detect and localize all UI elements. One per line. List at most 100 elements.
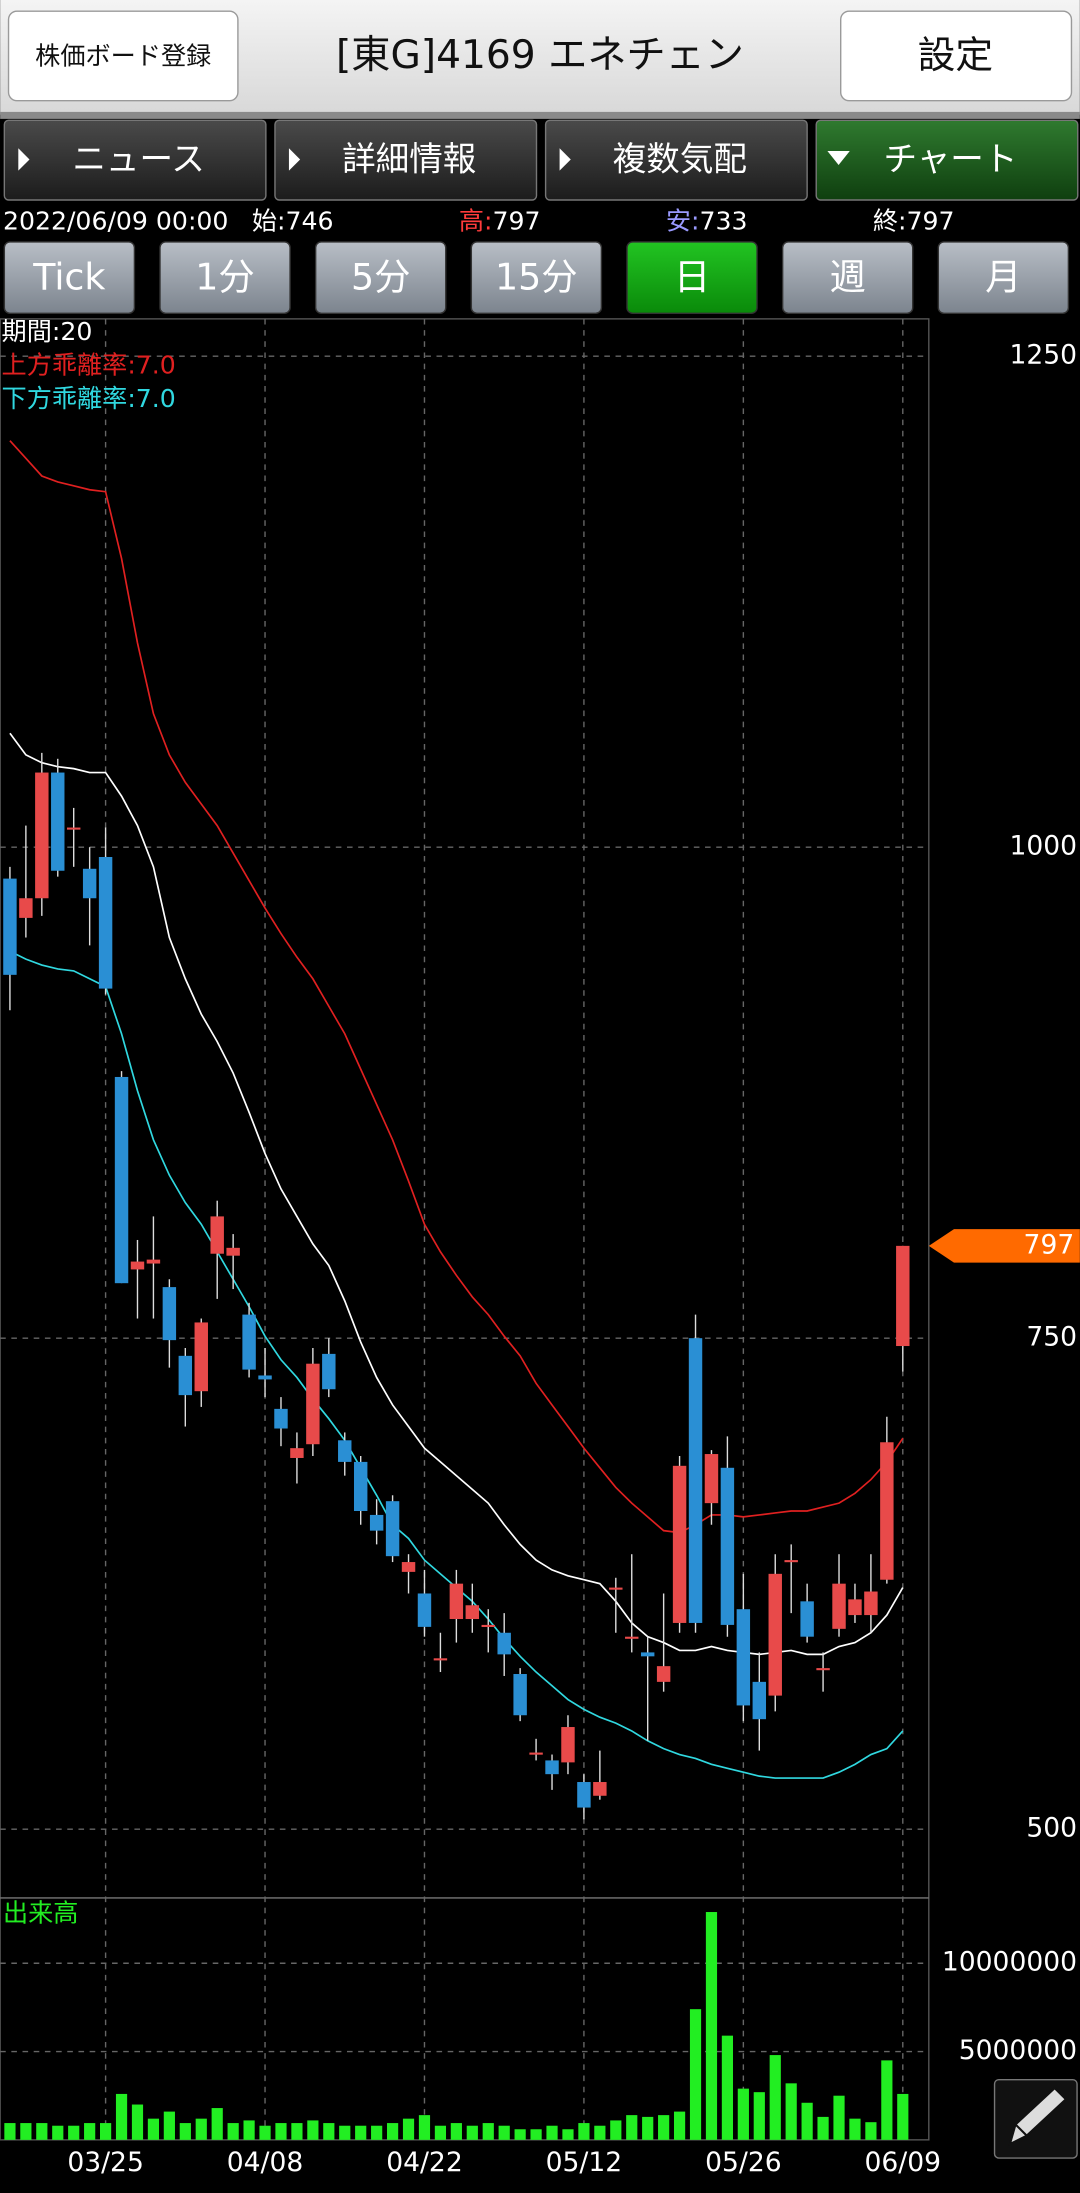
volume-bar	[658, 2115, 670, 2140]
candle-body	[497, 1632, 511, 1655]
period-button[interactable]	[3, 241, 136, 314]
quote-high-label: 高:	[459, 206, 493, 235]
volume-bar	[673, 2111, 686, 2140]
candle-body	[800, 1601, 814, 1637]
y-tick-label: 5000000	[959, 2035, 1077, 2066]
volume-bar	[642, 2116, 654, 2140]
volume-bar	[323, 2123, 335, 2140]
volume-bar	[578, 2123, 590, 2140]
tab[interactable]	[815, 119, 1079, 201]
x-tick-label: 04/08	[227, 2147, 304, 2178]
volume-bar	[610, 2120, 622, 2140]
candle-body	[242, 1314, 256, 1370]
period-label[interactable]: 日	[674, 256, 710, 299]
period-label[interactable]: Tick	[32, 256, 105, 299]
tab-label[interactable]: ニュース	[72, 139, 205, 178]
volume-bar	[115, 2093, 128, 2140]
volume-bar	[689, 2009, 702, 2140]
candle-body	[51, 772, 65, 871]
volume-bar	[594, 2125, 606, 2140]
settings-button[interactable]	[839, 10, 1073, 102]
period-button[interactable]	[314, 241, 447, 314]
candle-body	[178, 1355, 193, 1396]
volume-bar	[498, 2125, 510, 2140]
period-label[interactable]: 1分	[195, 256, 254, 299]
candle-body	[130, 1261, 145, 1270]
volume-bar	[163, 2111, 175, 2140]
volume-bar	[100, 2123, 112, 2140]
candle-body	[768, 1573, 782, 1696]
candle-body	[306, 1363, 320, 1445]
quote-high-value: 797	[493, 206, 541, 235]
candle-body	[625, 1636, 639, 1639]
volume-bar	[371, 2125, 383, 2140]
tab-arrow[interactable]	[18, 148, 30, 171]
price-marker-label: 797	[1024, 1229, 1075, 1260]
candle-body	[465, 1605, 480, 1620]
candle-body	[35, 772, 49, 899]
register-button-label[interactable]: 株価ボード登録	[35, 41, 211, 70]
volume-bar	[482, 2123, 494, 2140]
candle-body	[401, 1562, 416, 1572]
tab[interactable]	[3, 119, 267, 201]
candle-body	[864, 1591, 878, 1616]
tab[interactable]	[544, 119, 808, 201]
candle-body	[258, 1375, 272, 1380]
settings-button-label[interactable]: 設定	[918, 33, 994, 77]
period-button[interactable]	[159, 241, 291, 314]
quote-close: 終:797	[873, 206, 955, 235]
register-button[interactable]	[7, 10, 239, 102]
candle-body	[162, 1287, 177, 1341]
indicator-line	[9, 440, 904, 1534]
volume-bar	[546, 2125, 558, 2140]
candle-body	[688, 1338, 703, 1623]
candle-body	[896, 1245, 910, 1347]
price-marker	[928, 1229, 1080, 1263]
volume-bar	[769, 2055, 781, 2140]
volume-bar	[881, 2060, 893, 2140]
tab-arrow[interactable]	[559, 148, 571, 171]
volume-bar	[514, 2129, 526, 2140]
candle-body	[561, 1727, 575, 1763]
header-divider	[0, 111, 1080, 119]
tab-label[interactable]: チャート	[884, 139, 1018, 178]
quote-high: 高:797	[459, 206, 541, 235]
period-button[interactable]	[937, 241, 1070, 314]
candle-body	[417, 1593, 432, 1627]
volume-bar	[753, 2092, 765, 2140]
candle-body	[529, 1752, 543, 1755]
candle-body	[736, 1609, 751, 1706]
volume-bar	[36, 2123, 48, 2140]
tab-arrow[interactable]	[827, 151, 850, 166]
volume-bar	[865, 2122, 877, 2140]
tab[interactable]	[274, 119, 538, 201]
volume-bar	[737, 2088, 749, 2140]
volume-bar	[84, 2123, 96, 2140]
quote-datetime: 2022/06/09 00:00	[3, 206, 229, 235]
period-label[interactable]: 月	[985, 256, 1021, 299]
volume-bar	[339, 2125, 351, 2140]
period-button[interactable]	[781, 241, 914, 314]
candle-body	[848, 1599, 862, 1616]
candle-body	[880, 1442, 894, 1580]
quote-open: 始:746	[252, 206, 334, 235]
volume-bar	[68, 2125, 80, 2140]
period-label[interactable]: 5分	[351, 256, 411, 299]
pencil-icon[interactable]	[1008, 2086, 1068, 2147]
volume-bar	[211, 2108, 223, 2140]
volume-bar	[259, 2125, 271, 2140]
candle-body	[449, 1583, 464, 1620]
y-tick-label: 500	[1026, 1813, 1077, 1844]
tab-label[interactable]: 詳細情報	[342, 139, 476, 178]
x-tick-label: 04/22	[386, 2147, 463, 2178]
tab-arrow[interactable]	[288, 148, 301, 171]
legend-entry: 下方乖離率:7.0	[2, 384, 176, 413]
tab-label[interactable]: 複数気配	[613, 139, 747, 178]
period-button[interactable]	[470, 241, 603, 314]
period-button[interactable]	[626, 241, 758, 314]
volume-bar	[386, 2123, 399, 2140]
period-label[interactable]: 週	[830, 256, 866, 299]
period-label[interactable]: 15分	[495, 256, 578, 299]
